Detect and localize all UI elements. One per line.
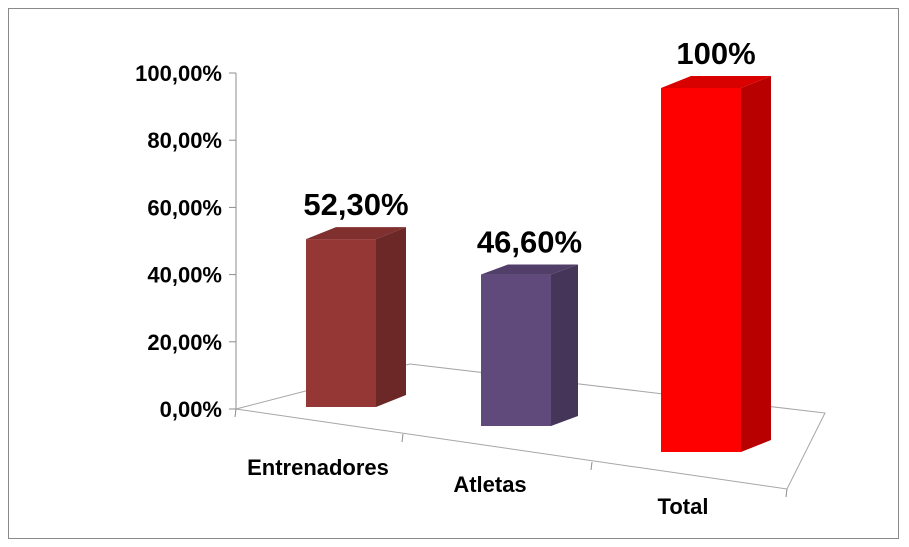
y-axis-ticks: 0,00% 20,00% 40,00% 60,00% 80,00% 100,00% [135, 61, 236, 422]
y-tick-label: 40,00% [147, 263, 222, 288]
data-label: 100% [676, 36, 755, 71]
bar-front-face [661, 88, 741, 452]
x-tick-mark [234, 408, 237, 418]
bar-total [661, 76, 771, 452]
bar-front-face [481, 274, 551, 426]
bar-front-face [306, 239, 376, 407]
bar-side-face [376, 227, 406, 407]
bar-side-face [551, 264, 578, 426]
x-axis-categories: Entrenadores Atletas Total [247, 455, 708, 519]
y-tick-label: 60,00% [147, 195, 222, 220]
data-labels: 52,30% 46,60% 100% [303, 36, 755, 260]
y-tick-label: 20,00% [147, 330, 222, 355]
x-tick-mark [590, 461, 593, 471]
bars [306, 76, 771, 452]
data-label: 46,60% [477, 225, 582, 260]
data-label: 52,30% [303, 187, 408, 222]
y-tick-label: 80,00% [147, 128, 222, 153]
bar-entrenadores [306, 227, 406, 407]
bar-top-face [481, 264, 578, 275]
x-category-label: Total [658, 494, 709, 519]
bar-top-face [306, 227, 406, 240]
y-tick-label: 0,00% [160, 397, 222, 422]
x-category-label: Atletas [453, 472, 526, 497]
bar-atletas [481, 264, 578, 426]
y-tick-label: 100,00% [135, 61, 222, 86]
x-category-label: Entrenadores [247, 455, 389, 480]
x-tick-mark [401, 433, 404, 443]
bar-side-face [741, 76, 771, 452]
x-tick-mark [785, 488, 788, 498]
bar-top-face [661, 76, 771, 88]
